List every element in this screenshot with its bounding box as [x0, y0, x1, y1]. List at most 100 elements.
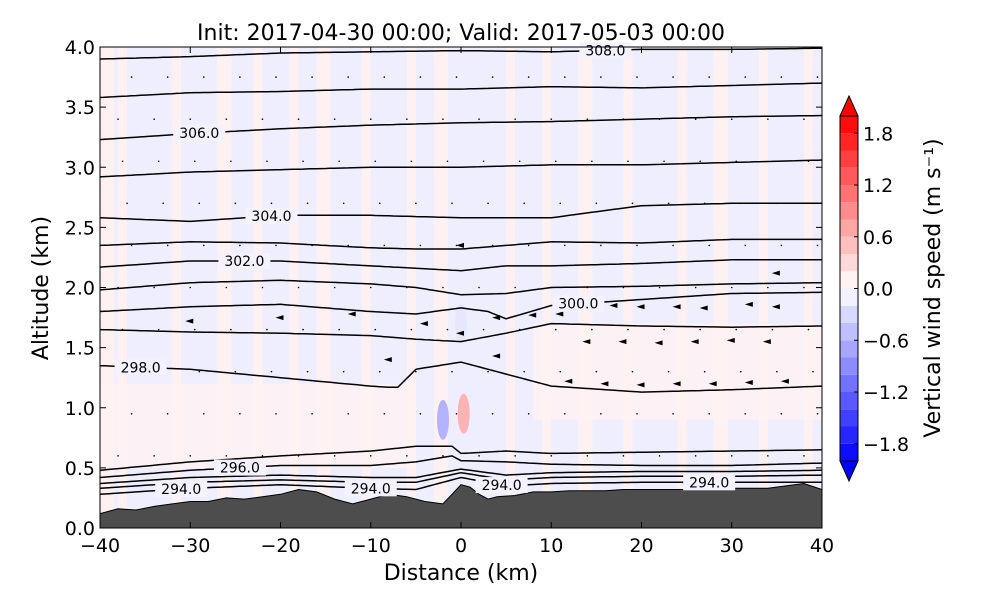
wind-vector-dot: [663, 328, 665, 331]
wind-vector-dot: [166, 244, 169, 247]
theta-contour-line: [100, 159, 822, 178]
wind-vector-dot: [275, 412, 277, 415]
wind-vector-dot: [600, 76, 602, 78]
positive-w-column: [361, 47, 371, 528]
wind-vector-dot: [554, 160, 557, 163]
contour-label: 306.0: [173, 125, 226, 142]
wind-vector-dot: [771, 328, 774, 331]
wind-vector: [744, 301, 753, 307]
colorbar-extend-min: [839, 460, 859, 483]
wind-vector-dot: [342, 202, 345, 205]
wind-vector-dot: [406, 455, 408, 457]
wind-vector: [383, 357, 392, 363]
wind-vector-dot: [415, 370, 417, 373]
wind-vector-dot: [239, 76, 241, 78]
wind-vector-dot: [658, 118, 661, 120]
wind-vector-dot: [342, 370, 345, 373]
wind-vector-dot: [523, 370, 525, 373]
wind-vector-dot: [694, 118, 697, 120]
wind-vector-dot: [234, 370, 237, 373]
wind-vector-dot: [708, 412, 710, 415]
wind-vector-dot: [297, 455, 300, 457]
wind-vector-dot: [455, 412, 458, 415]
wind-vector-dot: [672, 244, 674, 247]
wind-vector-dot: [631, 202, 634, 205]
wind-vector-dot: [527, 244, 530, 247]
wind-vector-dot: [622, 455, 625, 457]
wind-vector-dot: [266, 328, 268, 331]
wind-vector-dot: [347, 244, 349, 247]
wind-vector-dot: [347, 412, 349, 415]
contour-label-background: [213, 459, 266, 476]
y-tick-label: 2.0: [65, 278, 95, 300]
wind-vector-dot: [658, 455, 661, 457]
wind-vector-dot: [739, 370, 742, 373]
wind-vector-dot: [369, 286, 372, 289]
contour-label: 296.0: [213, 459, 266, 477]
contour-label-text: 294.0: [161, 482, 201, 498]
theta-contour-line: [100, 82, 822, 99]
colorbar-tick-label: −1.2: [863, 382, 909, 404]
wind-vector: [672, 381, 681, 387]
positive-w-column: [433, 47, 448, 528]
contour-label-background: [475, 477, 528, 494]
y-tick-label: 3.0: [65, 157, 95, 179]
wind-vectors: [117, 76, 819, 457]
wind-vector-dot: [708, 76, 710, 78]
wind-vector-dot: [600, 244, 602, 247]
theta-contour-line: [100, 202, 822, 223]
wind-vector-dot: [812, 370, 814, 373]
wind-vector-dot: [807, 328, 810, 331]
wind-vector-dot: [491, 76, 494, 78]
wind-vector-dot: [699, 160, 701, 163]
positive-w-column: [172, 47, 182, 528]
wind-vector-dot: [514, 118, 516, 120]
wind-vector-dot: [816, 76, 819, 78]
wind-vector-dot: [744, 244, 747, 247]
wind-vector-dot: [735, 160, 738, 163]
wind-vector-dot: [311, 244, 313, 247]
wind-vector-dot: [482, 328, 485, 331]
wind-vector-dot: [275, 244, 277, 247]
wind-vector-dot: [302, 160, 304, 163]
wind-vector-dot: [333, 455, 336, 457]
wind-vector-dot: [703, 370, 706, 373]
contour-label: 294.0: [475, 477, 528, 494]
contour-label-background: [218, 253, 271, 270]
wind-vector-dot: [554, 328, 557, 331]
wind-vector-dot: [776, 370, 778, 373]
colorbar-label: Vertical wind speed (m s⁻¹): [921, 138, 946, 437]
theta-contour-line: [100, 322, 822, 343]
wind-vector-dot: [306, 370, 309, 373]
wind-vector-dot: [636, 76, 638, 78]
contour-label: 304.0: [245, 207, 298, 225]
theta-contour-line: [100, 238, 822, 250]
x-axis: −40 −30 −20 −10 0 10 20 30 40: [80, 47, 834, 557]
wind-vector: [555, 311, 564, 317]
wind-vector-dot: [703, 202, 706, 205]
wind-vector-dot: [518, 160, 521, 163]
wind-vector-dot: [202, 244, 205, 247]
wind-vector-dot: [369, 455, 372, 457]
wind-vector-dot: [117, 118, 119, 120]
wind-vector: [726, 337, 735, 343]
wind-vector-dot: [487, 370, 489, 373]
wind-vector-dot: [234, 202, 237, 205]
wind-vector-dot: [383, 412, 386, 415]
contour-label-text: 302.0: [224, 254, 264, 270]
wind-vector-dot: [739, 202, 742, 205]
y-tick-label: 1.0: [65, 398, 95, 420]
wind-vector-dot: [230, 160, 232, 163]
wind-vector-dot: [383, 76, 386, 78]
positive-w-column: [677, 47, 687, 528]
wind-vector-dot: [663, 160, 665, 163]
wind-vector-dot: [658, 286, 661, 289]
contour-label-text: 300.0: [558, 297, 598, 313]
positive-w-column: [758, 47, 768, 528]
wind-vector-dot: [622, 118, 625, 120]
wind-vector-dot: [631, 370, 634, 373]
x-tick-label: 40: [810, 535, 834, 557]
wind-vector-dot: [563, 76, 566, 78]
wind-vector-dot: [446, 328, 449, 331]
